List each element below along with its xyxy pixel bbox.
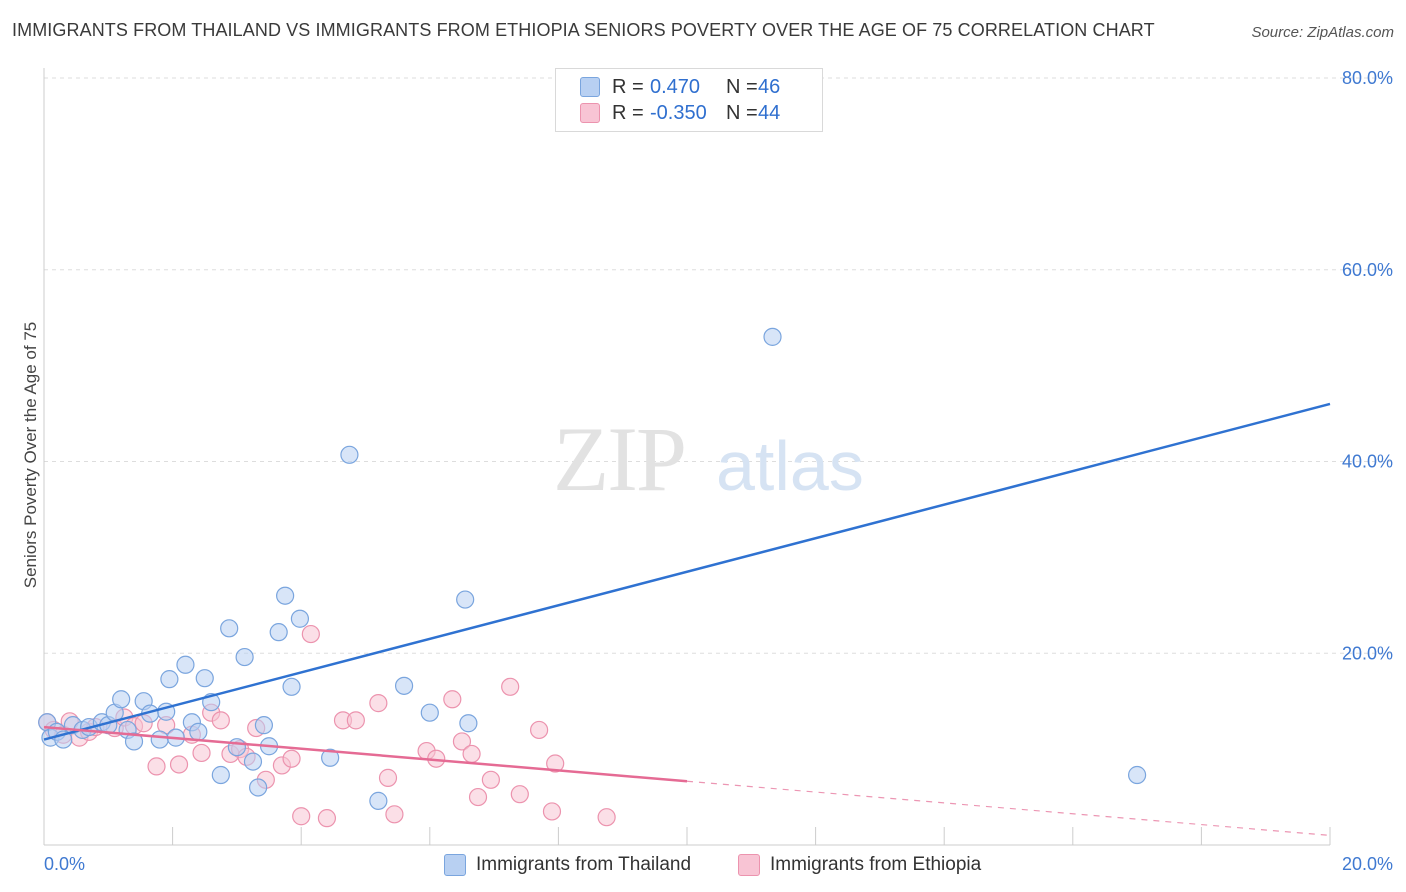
thailand-point	[227, 738, 246, 757]
thailand-point	[763, 327, 782, 346]
thailand-point	[211, 765, 230, 785]
thailand-point	[459, 714, 478, 733]
ethiopia-point	[481, 770, 500, 789]
thailand-point	[276, 586, 295, 605]
ethiopia-point	[317, 809, 337, 828]
thailand-point	[456, 590, 475, 609]
ethiopia-point	[443, 690, 462, 709]
watermark-zip: ZIP	[553, 408, 685, 510]
legend-row-ethiopia: R = -0.350 N = 44	[580, 100, 780, 126]
thailand-point	[1127, 765, 1147, 785]
thailand-point	[369, 791, 388, 810]
thailand-point	[124, 732, 144, 751]
thailand-points	[38, 327, 1147, 810]
thailand-point	[195, 669, 214, 688]
thailand-point	[321, 748, 340, 767]
thailand-point	[249, 778, 268, 797]
ethiopia-point	[385, 805, 404, 824]
ethiopia-point	[510, 785, 529, 804]
thailand-legend-label: Immigrants from Thailand	[476, 854, 692, 875]
thailand-point	[340, 445, 359, 464]
thailand-legend-swatch	[444, 854, 466, 876]
thailand-point	[394, 676, 414, 695]
x-tick-label-min: 0.0%	[44, 854, 85, 874]
ethiopia-trend-line-extension	[686, 780, 1331, 837]
ethiopia-point	[597, 808, 616, 827]
legend-item-thailand[interactable]: Immigrants from Thailand	[444, 851, 691, 879]
watermark: ZIP atlas	[553, 408, 864, 510]
ethiopia-point	[192, 743, 211, 763]
axes	[43, 68, 1331, 846]
trend-lines	[43, 402, 1331, 837]
thailand-point	[150, 730, 169, 749]
y-tick-label: 20.0%	[1342, 643, 1393, 663]
correlation-legend: R = 0.470 N = 46 R = -0.350 N = 44	[555, 68, 823, 132]
y-tick-label: 80.0%	[1342, 68, 1393, 88]
n-value: 44	[758, 101, 781, 124]
ethiopia-trend-line	[43, 725, 688, 783]
thailand-point	[254, 716, 274, 735]
n-label: N =	[726, 75, 758, 98]
y-tick-label: 40.0%	[1342, 452, 1393, 472]
ethiopia-point	[542, 802, 562, 821]
thailand-swatch	[580, 77, 600, 97]
ethiopia-point	[462, 744, 481, 764]
thailand-point	[282, 677, 301, 696]
watermark-atlas: atlas	[716, 427, 864, 505]
thailand-point	[112, 690, 131, 709]
thailand-point	[176, 655, 195, 674]
n-label: N =	[726, 101, 758, 124]
thailand-trend-line	[43, 402, 1331, 741]
ethiopia-point	[211, 711, 230, 730]
ethiopia-point	[346, 711, 365, 730]
legend-item-ethiopia[interactable]: Immigrants from Ethiopia	[738, 851, 981, 879]
ethiopia-legend-label: Immigrants from Ethiopia	[770, 854, 982, 875]
legend-row-thailand: R = 0.470 N = 46	[580, 74, 780, 100]
ethiopia-point	[369, 694, 388, 713]
ethiopia-point	[301, 624, 320, 644]
grid-lines	[44, 77, 1392, 654]
y-axis-label: Seniors Poverty Over the Age of 75	[21, 322, 40, 588]
thailand-point	[220, 619, 239, 638]
thailand-point	[420, 703, 439, 722]
thailand-point	[269, 623, 288, 642]
chart-title: IMMIGRANTS FROM THAILAND VS IMMIGRANTS F…	[12, 20, 1155, 40]
thailand-point	[235, 647, 254, 667]
ethiopia-point	[282, 749, 301, 768]
ethiopia-point	[147, 757, 166, 776]
ethiopia-point	[530, 720, 549, 740]
source-label: Source: ZipAtlas.com	[1251, 24, 1394, 41]
y-tick-label: 60.0%	[1342, 260, 1393, 280]
r-value: -0.350	[650, 101, 707, 124]
ethiopia-point	[378, 768, 398, 787]
thailand-point	[189, 722, 208, 741]
ethiopia-point	[468, 787, 488, 807]
thailand-point	[243, 752, 263, 771]
ethiopia-legend-swatch	[738, 854, 760, 876]
ethiopia-point	[452, 732, 472, 751]
ethiopia-point	[501, 677, 520, 696]
ethiopia-point	[292, 807, 311, 826]
r-label: R =	[612, 101, 644, 124]
ethiopia-point	[169, 755, 189, 774]
ethiopia-swatch	[580, 103, 600, 123]
thailand-point	[160, 670, 179, 689]
thailand-point	[290, 609, 310, 628]
ethiopia-point	[546, 754, 565, 773]
r-value: 0.470	[650, 75, 701, 98]
r-label: R =	[612, 75, 644, 98]
n-value: 46	[758, 75, 781, 98]
tick-labels: 20.0% 40.0% 60.0% 80.0% 0.0% 20.0%	[44, 68, 1393, 874]
x-tick-label-max: 20.0%	[1342, 854, 1393, 874]
